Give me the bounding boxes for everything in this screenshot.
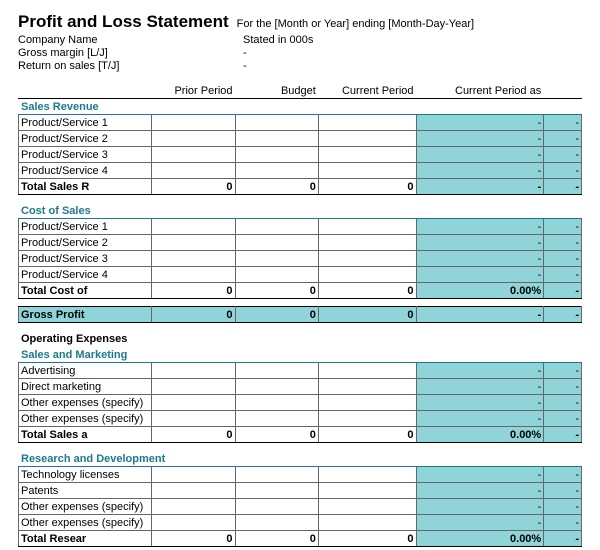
section-sales-revenue: Sales Revenue bbox=[19, 99, 582, 115]
meta-company: Company Name Stated in 000s bbox=[18, 34, 582, 46]
total-cost-of-sales: Total Cost of0000.00%- bbox=[19, 283, 582, 299]
company-value: Stated in 000s bbox=[243, 34, 313, 46]
return-sales-value: - bbox=[243, 60, 247, 72]
table-row: Advertising-- bbox=[19, 363, 582, 379]
col-end bbox=[544, 83, 582, 99]
table-row: Patents-- bbox=[19, 483, 582, 499]
company-label: Company Name bbox=[18, 34, 243, 46]
col-current-as: Current Period as bbox=[416, 83, 544, 99]
table-row: Other expenses (specify)-- bbox=[19, 499, 582, 515]
total-sales-revenue: Total Sales R000-- bbox=[19, 179, 582, 195]
table-row: Other expenses (specify)-- bbox=[19, 395, 582, 411]
section-sales-marketing: Sales and Marketing bbox=[19, 347, 582, 363]
page-subtitle: For the [Month or Year] ending [Month-Da… bbox=[237, 18, 474, 30]
table-row: Other expenses (specify)-- bbox=[19, 515, 582, 531]
gross-margin-value: - bbox=[243, 47, 247, 59]
table-row: Product/Service 4-- bbox=[19, 267, 582, 283]
table-row: Product/Service 4-- bbox=[19, 163, 582, 179]
col-prior: Prior Period bbox=[152, 83, 235, 99]
pl-table: Prior Period Budget Current Period Curre… bbox=[18, 82, 582, 547]
gross-margin-label: Gross margin [L/J] bbox=[18, 47, 243, 59]
title-line: Profit and Loss Statement For the [Month… bbox=[18, 12, 582, 32]
section-cost-of-sales: Cost of Sales bbox=[19, 203, 582, 219]
table-row: Product/Service 3-- bbox=[19, 147, 582, 163]
table-row: Product/Service 2-- bbox=[19, 235, 582, 251]
section-rnd: Research and Development bbox=[19, 451, 582, 467]
total-sales-marketing: Total Sales a0000.00%- bbox=[19, 427, 582, 443]
table-row: Product/Service 1-- bbox=[19, 219, 582, 235]
col-current: Current Period bbox=[318, 83, 416, 99]
meta-return-sales: Return on sales [T/J] - bbox=[18, 60, 582, 72]
column-headers: Prior Period Budget Current Period Curre… bbox=[19, 83, 582, 99]
page-title: Profit and Loss Statement bbox=[18, 12, 229, 32]
table-row: Product/Service 3-- bbox=[19, 251, 582, 267]
gross-profit-row: Gross Profit000-- bbox=[19, 307, 582, 323]
table-row: Technology licenses-- bbox=[19, 467, 582, 483]
col-budget: Budget bbox=[235, 83, 318, 99]
col-blank bbox=[19, 83, 152, 99]
table-row: Other expenses (specify)-- bbox=[19, 411, 582, 427]
return-sales-label: Return on sales [T/J] bbox=[18, 60, 243, 72]
table-row: Product/Service 2-- bbox=[19, 131, 582, 147]
total-rnd: Total Resear0000.00%- bbox=[19, 531, 582, 547]
table-row: Product/Service 1-- bbox=[19, 115, 582, 131]
meta-gross-margin: Gross margin [L/J] - bbox=[18, 47, 582, 59]
table-row: Direct marketing-- bbox=[19, 379, 582, 395]
section-operating-expenses: Operating Expenses bbox=[19, 331, 582, 347]
